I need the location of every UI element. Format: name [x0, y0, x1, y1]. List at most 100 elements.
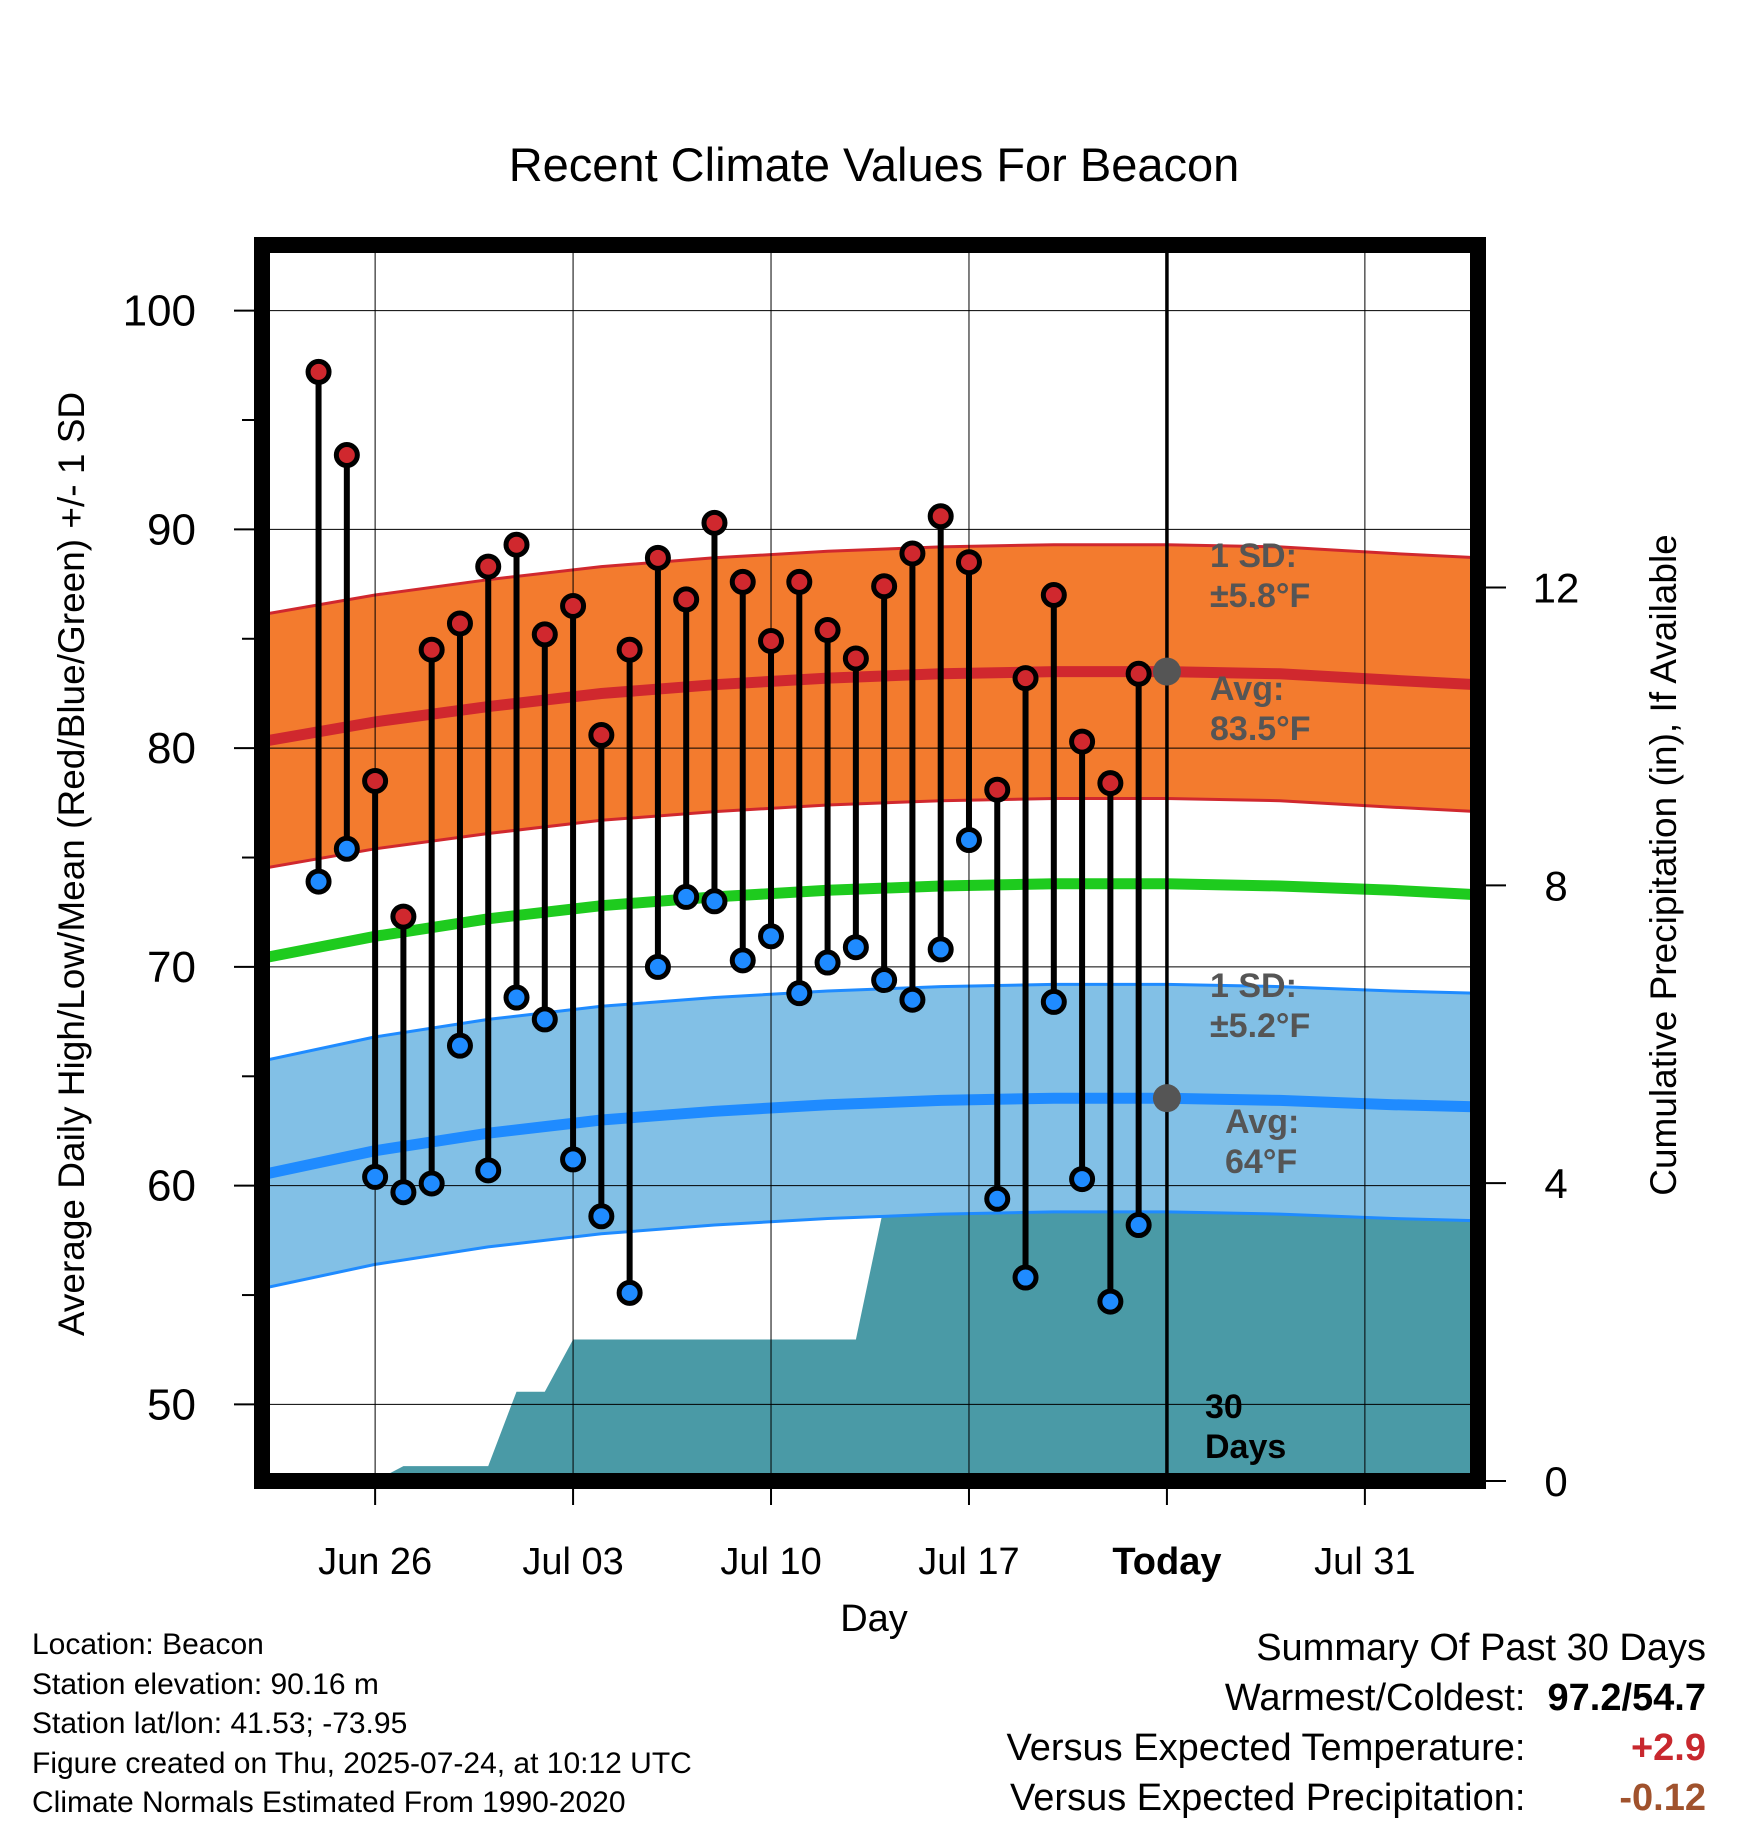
daily-low-point	[644, 953, 671, 980]
high-sd-band	[262, 544, 1478, 869]
precip-anomaly-value: -0.12	[1619, 1777, 1706, 1819]
daily-low-point	[927, 936, 954, 963]
y-tick-label: 60	[147, 1162, 196, 1211]
daily-low-point	[955, 827, 982, 854]
summary-temp: Versus Expected Temperature: +2.9	[1007, 1723, 1706, 1773]
daily-high-point	[446, 610, 473, 637]
footer-elevation: Station elevation: 90.16 m	[32, 1667, 379, 1701]
daily-low-point	[984, 1185, 1011, 1212]
summary-precip: Versus Expected Precipitation: -0.12	[1007, 1773, 1706, 1823]
daily-low-point	[616, 1279, 643, 1306]
y2-tick-label: 8	[1544, 862, 1567, 909]
daily-low-point	[305, 868, 332, 895]
daily-low-point	[786, 980, 813, 1007]
high-sd-annotation: ±5.8°F	[1210, 577, 1310, 615]
high-avg-annotation: 83.5°F	[1210, 710, 1311, 748]
x-tick-label: Jul 10	[720, 1541, 821, 1583]
daily-high-point	[475, 553, 502, 580]
daily-low-point	[560, 1146, 587, 1173]
daily-low-point	[475, 1157, 502, 1184]
daily-low-point	[1097, 1288, 1124, 1315]
daily-high-point	[390, 903, 417, 930]
low-avg-annotation: Avg:	[1225, 1103, 1299, 1141]
low-avg-annotation: 64°F	[1225, 1143, 1297, 1181]
daily-high-point	[503, 531, 530, 558]
daily-high-point	[786, 568, 813, 595]
daily-low-point	[446, 1032, 473, 1059]
daily-low-point	[701, 888, 728, 915]
daily-high-point	[701, 509, 728, 536]
daily-high-point	[616, 636, 643, 663]
low-sd-annotation: 1 SD:	[1210, 967, 1297, 1005]
daily-high-point	[644, 544, 671, 571]
daily-low-point	[362, 1163, 389, 1190]
footer-location: Location: Beacon	[32, 1628, 264, 1661]
daily-low-point	[871, 967, 898, 994]
daily-low-point	[418, 1170, 445, 1197]
y2-tick-label: 4	[1544, 1160, 1567, 1207]
daily-high-point	[305, 358, 332, 385]
x-axis-label: Day	[840, 1598, 908, 1640]
daily-high-point	[1012, 665, 1039, 692]
temp-anomaly-label: Versus Expected Temperature:	[1006, 1727, 1526, 1769]
daily-high-point	[1125, 660, 1152, 687]
high-band-upper-edge	[262, 543, 1478, 617]
warm-cold-value: 97.2/54.7	[1547, 1677, 1706, 1719]
daily-high-point	[871, 573, 898, 600]
daily-low-point	[899, 986, 926, 1013]
daily-low-point	[1069, 1166, 1096, 1193]
daily-high-point	[984, 776, 1011, 803]
daily-high-point	[673, 586, 700, 613]
daily-low-point	[333, 835, 360, 862]
precip-area	[262, 1205, 1478, 1481]
y2-tick-label: 12	[1533, 565, 1580, 612]
daily-high-point	[1040, 582, 1067, 609]
daily-low-point	[531, 1006, 558, 1033]
footer-created: Figure created on Thu, 2025-07-24, at 10…	[32, 1746, 692, 1780]
daily-high-point	[729, 568, 756, 595]
daily-high-point	[899, 540, 926, 567]
temp-anomaly-value: +2.9	[1630, 1727, 1706, 1769]
warm-cold-label: Warmest/Coldest:	[1224, 1677, 1526, 1719]
daily-high-point	[814, 617, 841, 644]
y2-axis-label: Cumulative Precipitation (in), If Availa…	[1643, 534, 1684, 1196]
y-axis-label: Average Daily High/Low/Mean (Red/Blue/Gr…	[51, 392, 92, 1336]
daily-low-point	[503, 984, 530, 1011]
chart-title: Recent Climate Values For Beacon	[509, 138, 1240, 191]
plot-frame	[254, 237, 1486, 1489]
y-tick-label: 70	[147, 943, 196, 992]
daily-high-point	[362, 767, 389, 794]
x-tick-label: Jul 17	[918, 1541, 1019, 1583]
daily-high-point	[1069, 728, 1096, 755]
y-tick-label: 90	[147, 505, 196, 554]
daily-high-point	[560, 592, 587, 619]
normal-mean-line	[262, 878, 1478, 964]
daily-high-point	[955, 549, 982, 576]
period-label: 30	[1205, 1388, 1243, 1426]
daily-low-point	[1012, 1264, 1039, 1291]
precip-anomaly-label: Versus Expected Precipitation:	[1010, 1777, 1526, 1819]
station-info: Location: Beacon Station elevation: 90.1…	[32, 1625, 692, 1823]
y-tick-label: 100	[123, 287, 196, 336]
y-tick-label: 80	[147, 724, 196, 773]
daily-low-point	[390, 1179, 417, 1206]
x-tick-label: Jul 03	[522, 1541, 623, 1583]
daily-low-point	[1040, 988, 1067, 1015]
daily-low-point	[758, 923, 785, 950]
summary-title: Summary Of Past 30 Days	[1256, 1627, 1706, 1669]
summary-warm-cold: Warmest/Coldest: 97.2/54.7	[1007, 1673, 1706, 1723]
x-tick-label: Today	[1112, 1541, 1221, 1583]
footer-latlon: Station lat/lon: 41.53; -73.95	[32, 1707, 408, 1740]
daily-high-point	[842, 645, 869, 672]
daily-high-point	[418, 636, 445, 663]
y-tick-label: 50	[147, 1380, 196, 1429]
daily-high-point	[1097, 770, 1124, 797]
low-band-lower-edge	[262, 1210, 1478, 1290]
daily-low-point	[814, 949, 841, 976]
daily-high-point	[927, 503, 954, 530]
daily-low-point	[729, 947, 756, 974]
x-tick-label: Jul 31	[1314, 1541, 1415, 1583]
low-sd-band	[262, 984, 1478, 1289]
